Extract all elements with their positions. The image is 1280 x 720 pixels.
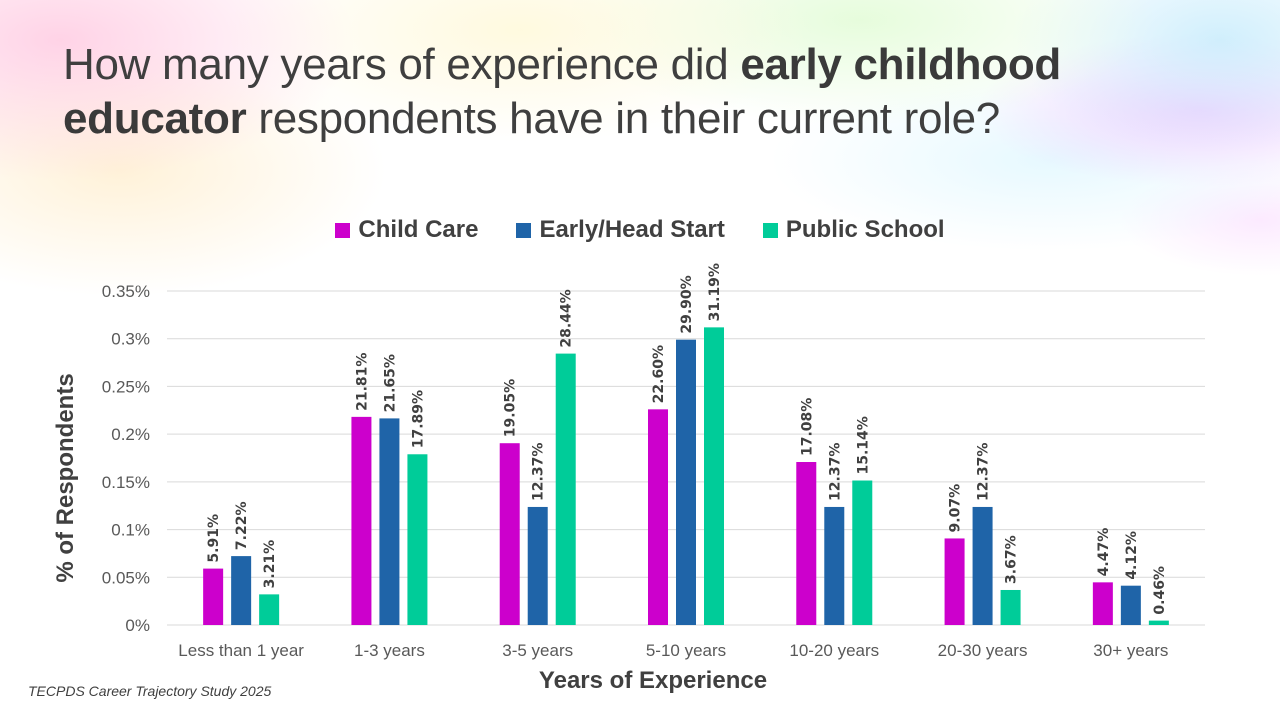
bar-public-school xyxy=(555,353,576,625)
legend-label: Public School xyxy=(785,216,945,243)
bar-early-head-start xyxy=(972,506,993,625)
data-label: 28.44% xyxy=(559,289,575,347)
data-label: 7.22% xyxy=(234,502,250,551)
x-axis-title: Years of Experience xyxy=(539,667,767,694)
y-tick-label: 0.25% xyxy=(102,377,150,396)
bar-early-head-start xyxy=(676,339,696,625)
legend-swatch xyxy=(762,222,778,238)
slide-title: How many years of experience did early c… xyxy=(63,38,1213,146)
chart-legend: Child Care Early/Head Start Public Schoo… xyxy=(0,216,1280,244)
title-part-bold: early childhood educator xyxy=(63,40,1061,143)
y-tick-label: 0.2% xyxy=(111,425,150,444)
bar-child-care xyxy=(499,443,520,625)
bar-public-school xyxy=(259,594,280,625)
data-label: 12.37% xyxy=(827,443,843,501)
bar-early-head-start xyxy=(527,506,548,625)
data-label: 31.19% xyxy=(707,263,723,321)
bar-early-head-start xyxy=(1120,585,1141,625)
x-category-label: 3-5 years xyxy=(502,641,573,660)
data-label: 29.90% xyxy=(679,275,695,333)
data-label: 4.47% xyxy=(1096,528,1112,577)
data-label: 5.91% xyxy=(206,514,222,563)
data-label: 3.21% xyxy=(262,540,278,589)
bars xyxy=(203,327,1169,625)
bar-early-head-start xyxy=(379,418,400,625)
legend-label: Early/Head Start xyxy=(539,216,725,243)
x-category-label: 10-20 years xyxy=(789,641,879,660)
y-tick-label: 0.05% xyxy=(102,568,150,587)
data-label: 19.05% xyxy=(503,379,519,437)
legend-swatch xyxy=(516,222,532,238)
data-label: 21.65% xyxy=(382,354,398,412)
x-category-label: Less than 1 year xyxy=(178,641,304,660)
y-tick-label: 0% xyxy=(125,616,150,635)
y-axis-ticks: 0% 0.05% 0.1% 0.15% 0.2% 0.25% 0.3% 0.35% xyxy=(102,282,150,635)
x-category-label: 1-3 years xyxy=(354,641,425,660)
legend-item-early-head-start: Early/Head Start xyxy=(516,216,725,244)
legend-item-child-care: Child Care xyxy=(335,216,478,244)
bar-early-head-start xyxy=(231,556,252,625)
y-tick-label: 0.3% xyxy=(111,330,150,349)
bar-public-school xyxy=(1148,620,1169,625)
source-note: TECPDS Career Trajectory Study 2025 xyxy=(28,683,272,699)
bar-public-school xyxy=(704,327,724,625)
data-label: 21.81% xyxy=(354,353,370,411)
legend-label: Child Care xyxy=(358,216,479,243)
data-label: 3.67% xyxy=(1004,535,1020,584)
data-label: 12.37% xyxy=(976,443,992,501)
y-axis-title: % of Respondents xyxy=(52,373,79,582)
legend-swatch xyxy=(335,222,351,238)
y-tick-label: 0.1% xyxy=(111,521,150,540)
data-label: 17.89% xyxy=(410,390,426,448)
data-label: 4.12% xyxy=(1124,531,1140,580)
y-tick-label: 0.15% xyxy=(102,473,150,492)
x-axis-categories: Less than 1 year 1-3 years 3-5 years 5-10 y… xyxy=(178,641,1168,660)
legend-item-public-school: Public School xyxy=(762,216,945,244)
bar-public-school xyxy=(1000,589,1021,625)
x-category-label: 30+ years xyxy=(1093,641,1168,660)
bar-public-school xyxy=(407,454,428,625)
y-tick-label: 0.35% xyxy=(102,282,150,301)
data-label: 12.37% xyxy=(531,443,547,501)
bar-child-care xyxy=(1092,582,1113,625)
data-label: 17.08% xyxy=(799,398,815,456)
data-label: 15.14% xyxy=(855,416,871,474)
bar-child-care xyxy=(351,416,372,625)
data-label: 9.07% xyxy=(948,484,964,533)
data-label: 22.60% xyxy=(651,345,667,403)
bar-public-school xyxy=(852,480,873,625)
data-labels: 5.91% 7.22% 3.21% 21.81% 21.65% 17.89% 19.05% 1… xyxy=(206,263,1168,615)
bar-child-care xyxy=(203,568,224,625)
bar-child-care xyxy=(796,462,817,625)
bar-child-care xyxy=(648,409,668,625)
title-part-regular: How many years of experience did xyxy=(63,40,741,89)
bar-child-care xyxy=(944,538,965,625)
title-part-regular-end: respondents have in their current role? xyxy=(246,94,1000,143)
x-category-label: 20-30 years xyxy=(938,641,1028,660)
data-label: 0.46% xyxy=(1152,566,1168,615)
bar-early-head-start xyxy=(824,506,845,625)
x-category-label: 5-10 years xyxy=(646,641,726,660)
